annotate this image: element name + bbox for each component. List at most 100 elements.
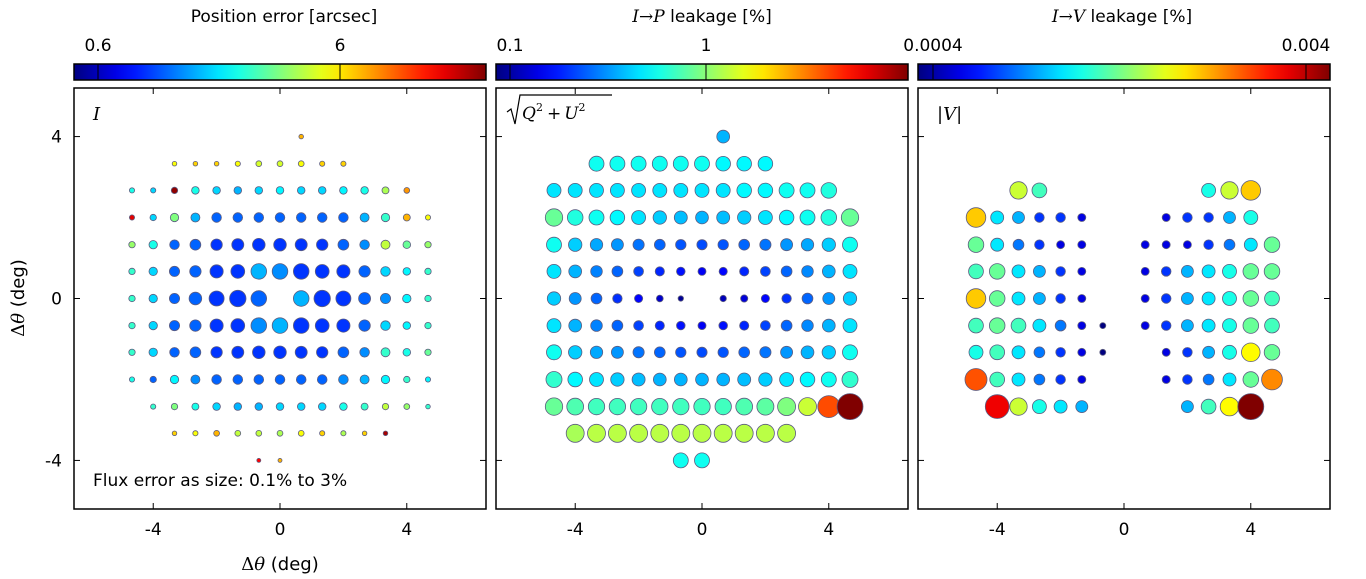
panel-1-point <box>254 402 263 411</box>
panel-1-point <box>192 430 199 437</box>
panel-1-point <box>231 345 245 359</box>
panel-1-point <box>128 214 135 221</box>
panel-1-point <box>313 289 331 308</box>
x-axis-label: Δθ (deg) <box>241 554 319 575</box>
panel-1-point <box>234 429 242 437</box>
panel-1-point <box>298 133 304 140</box>
panel-3-x-tick-label: -4 <box>989 520 1006 540</box>
panel-3-point <box>1200 398 1217 415</box>
panel-3-point <box>1012 238 1025 251</box>
panel-3-point <box>1182 347 1193 358</box>
panel-2-x-tick-label: -4 <box>567 520 584 540</box>
y-tick-label: -4 <box>45 451 62 471</box>
panel-1-point <box>382 430 389 436</box>
panel-3-point <box>1140 240 1150 250</box>
panel-2-point <box>677 295 684 302</box>
panel-2-point <box>716 210 731 225</box>
panel-2-point <box>608 423 627 443</box>
panel-2-point <box>675 346 687 358</box>
x-axis-label-unit: (deg) <box>265 554 319 575</box>
panel-3-point <box>1181 319 1194 333</box>
panel-1-point <box>402 321 411 330</box>
panel-2-point <box>587 397 606 416</box>
panel-2-point <box>758 372 773 387</box>
panel-1-point <box>335 290 352 307</box>
panel-2-point <box>799 209 816 226</box>
panel-3-point <box>1264 317 1280 334</box>
panel-3-point <box>1161 213 1171 222</box>
panel-2-point <box>760 320 771 331</box>
panel-2-label: Q2 + U2 <box>506 94 612 125</box>
panel-1-point <box>381 402 390 411</box>
panel-1-point <box>297 160 305 168</box>
panel-3-x-tick-label: 4 <box>1245 520 1256 540</box>
panel-1-point <box>255 429 263 437</box>
panel-1-point <box>128 321 136 330</box>
panel-1-point <box>296 374 307 385</box>
panel-1-point <box>380 374 391 385</box>
panel-1-point <box>402 240 411 249</box>
panel-2-point <box>842 263 858 279</box>
panel-1-point <box>424 348 432 356</box>
panel-3-point <box>1263 344 1281 361</box>
panel-1-point <box>293 317 310 334</box>
panel-1-point <box>148 266 158 276</box>
panel-1-point <box>148 320 158 331</box>
panel-2-point <box>610 182 625 198</box>
panel-1-point <box>293 263 310 280</box>
panel-2-point <box>842 236 858 253</box>
colorbar-3-title-arrow: → <box>1059 7 1073 27</box>
panel-1-point <box>381 186 390 195</box>
x-axis-label-prefix: Δ <box>241 554 254 575</box>
panel-1-point <box>277 457 283 463</box>
panel-3-point <box>1009 397 1028 416</box>
panel-3-point <box>1053 399 1068 414</box>
panel-2-x-tick-label: 4 <box>823 520 834 540</box>
colorbar-2-title-var1: I <box>631 7 639 27</box>
panel-1-point <box>360 186 369 195</box>
panel-1-point <box>340 430 347 437</box>
panel-3-point <box>990 210 1005 225</box>
panel-1-point <box>424 241 432 249</box>
panel-1-point <box>316 346 329 359</box>
panel-2-point <box>820 209 838 226</box>
sqrt-sign-icon <box>506 94 612 125</box>
panel-2-point <box>717 239 729 251</box>
panel-1-point <box>318 402 327 411</box>
colorbar-v-leakage: I→V leakage [%] 0.004 <box>917 7 1331 81</box>
panel-2-point <box>671 423 691 443</box>
panel-3-point <box>1201 182 1216 198</box>
panel-1-point <box>403 403 411 410</box>
panel-2-point <box>546 263 562 279</box>
panel-2-point <box>821 345 836 360</box>
panel-1-point <box>128 294 136 303</box>
panel-2-point <box>821 237 836 252</box>
panel-1-point <box>276 160 284 168</box>
panel-3-point <box>1183 240 1192 250</box>
panel-2-point <box>652 372 667 387</box>
panel-2-point <box>801 319 814 332</box>
panel-2-point <box>801 292 814 305</box>
panel-3-point <box>1034 239 1045 250</box>
panel-3-point <box>1222 318 1237 334</box>
panel-2-point <box>566 397 584 416</box>
colorbar-3-title-rest: leakage [%] <box>1085 7 1192 27</box>
panel-2-point <box>546 318 562 334</box>
panel-1-point <box>189 265 202 278</box>
panel-1-point <box>189 346 202 359</box>
panel-1-x-tick-label: 4 <box>401 520 412 540</box>
panel-1-point <box>230 318 246 333</box>
panel-1-point <box>230 264 246 279</box>
panel-1-point <box>402 348 411 357</box>
panel-3-point <box>968 263 984 280</box>
panel-2-point <box>587 423 606 443</box>
panel-1-point <box>168 320 180 332</box>
panel-2-point <box>781 293 792 304</box>
panel-2-point <box>695 210 709 225</box>
panel-3-point <box>965 207 987 228</box>
panel-3-point <box>1077 213 1087 222</box>
colorbar-2-title-rest: leakage [%] <box>665 7 772 27</box>
panel-2-point <box>778 182 795 199</box>
panel-2-point <box>568 292 582 305</box>
panel-1-point <box>380 347 391 358</box>
